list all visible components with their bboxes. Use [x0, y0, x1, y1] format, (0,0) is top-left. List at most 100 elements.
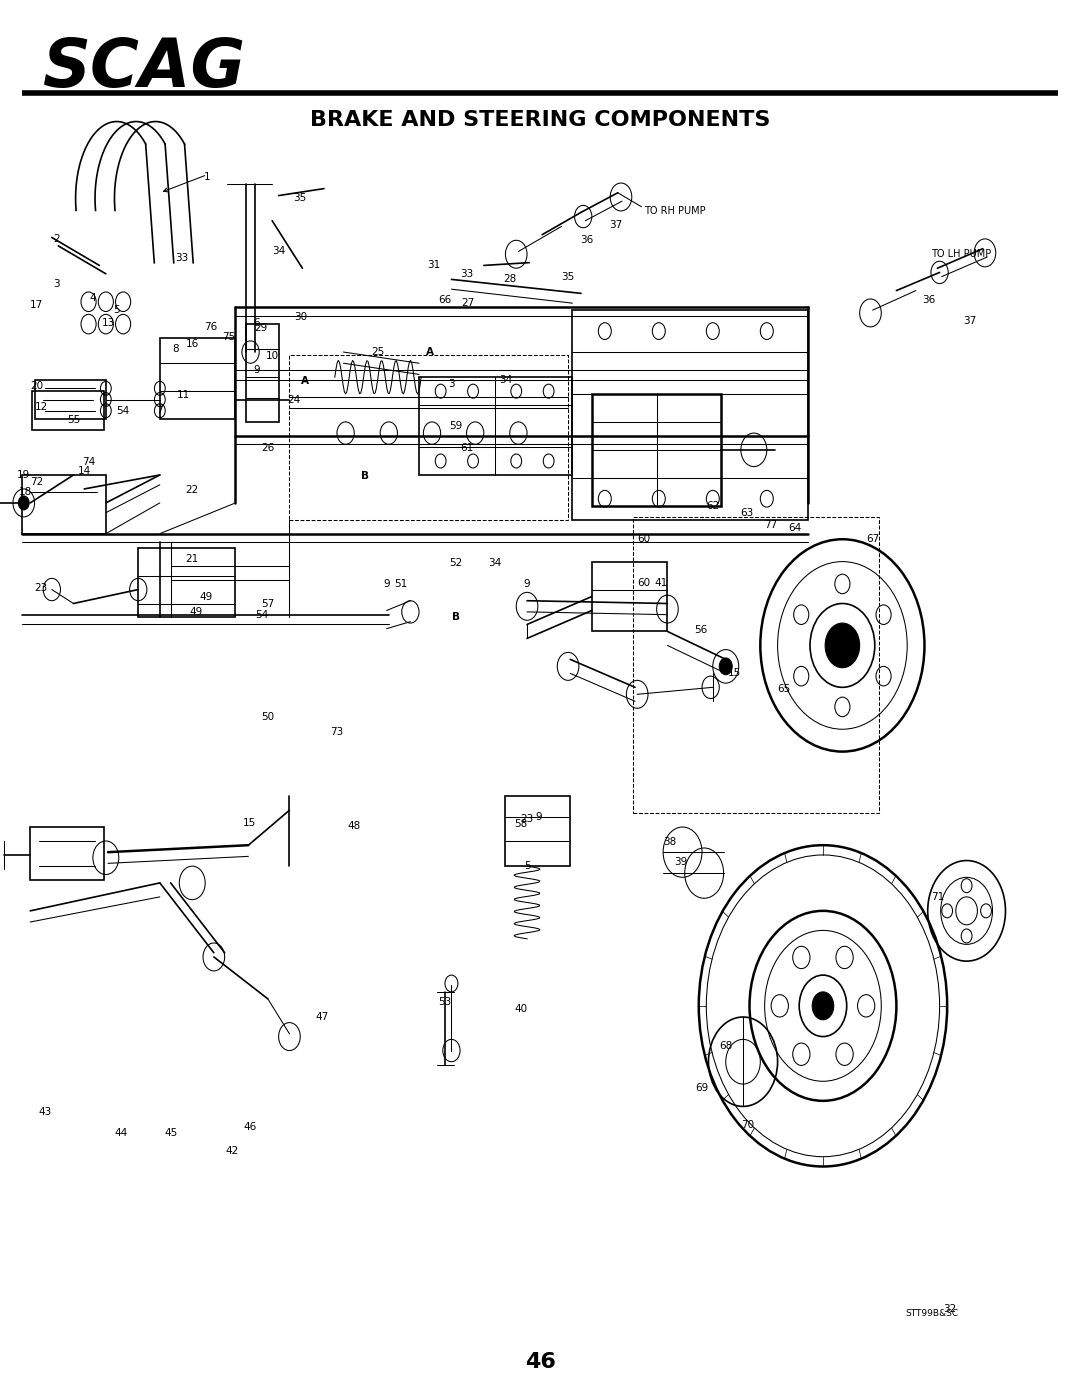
Text: 48: 48	[348, 820, 361, 831]
Text: 9: 9	[536, 812, 542, 823]
Text: 40: 40	[514, 1003, 527, 1014]
Text: 25: 25	[372, 346, 384, 358]
Text: 10: 10	[266, 351, 279, 362]
Text: 5: 5	[524, 861, 530, 872]
Text: 71: 71	[931, 891, 944, 902]
Text: 8: 8	[173, 344, 179, 355]
Text: 3: 3	[53, 278, 59, 289]
Text: 33: 33	[175, 253, 188, 264]
Text: 1: 1	[204, 172, 211, 183]
Text: 41: 41	[654, 577, 667, 588]
Text: 31: 31	[428, 260, 441, 271]
Text: 5: 5	[113, 305, 120, 316]
Text: TO LH PUMP: TO LH PUMP	[931, 249, 991, 260]
Text: 12: 12	[35, 401, 48, 412]
Text: 62: 62	[706, 500, 719, 511]
Text: 9: 9	[383, 578, 390, 590]
Text: 58: 58	[514, 819, 527, 830]
Text: 60: 60	[637, 577, 650, 588]
Circle shape	[719, 658, 732, 675]
Text: 34: 34	[488, 557, 501, 569]
Text: TO RH PUMP: TO RH PUMP	[644, 205, 705, 217]
Text: 64: 64	[788, 522, 801, 534]
Text: 2: 2	[53, 233, 59, 244]
Text: 46: 46	[525, 1352, 555, 1372]
Text: A: A	[426, 346, 434, 358]
Text: 55: 55	[67, 415, 80, 426]
Text: 23: 23	[521, 813, 534, 824]
Text: A: A	[300, 376, 309, 387]
Text: 49: 49	[200, 591, 213, 602]
Text: 9: 9	[524, 578, 530, 590]
Text: 44: 44	[114, 1127, 127, 1139]
Text: 43: 43	[39, 1106, 52, 1118]
Text: 13: 13	[102, 317, 114, 328]
Text: 26: 26	[261, 443, 274, 454]
Text: 38: 38	[663, 837, 676, 848]
Text: 66: 66	[438, 295, 451, 306]
Text: 6: 6	[254, 317, 260, 328]
Text: 24: 24	[287, 394, 300, 405]
Text: 67: 67	[866, 534, 879, 545]
Text: 28: 28	[503, 274, 516, 285]
Text: 34: 34	[499, 374, 512, 386]
Text: 61: 61	[460, 443, 473, 454]
Text: 36: 36	[580, 235, 593, 246]
Text: 59: 59	[449, 420, 462, 432]
Text: 22: 22	[186, 485, 199, 496]
Circle shape	[825, 623, 860, 668]
Text: 76: 76	[204, 321, 217, 332]
Text: 3: 3	[448, 379, 455, 390]
Text: 30: 30	[294, 312, 307, 323]
Text: 52: 52	[449, 557, 462, 569]
Text: 65: 65	[778, 683, 791, 694]
Text: 49: 49	[190, 606, 203, 617]
Text: 60: 60	[637, 534, 650, 545]
Text: 68: 68	[719, 1041, 732, 1052]
Text: 17: 17	[30, 299, 43, 310]
Text: 9: 9	[254, 365, 260, 376]
Text: 73: 73	[330, 726, 343, 738]
Text: 21: 21	[186, 553, 199, 564]
Text: 35: 35	[294, 193, 307, 204]
Circle shape	[18, 496, 29, 510]
Text: 18: 18	[19, 486, 32, 497]
Circle shape	[812, 992, 834, 1020]
Text: 23: 23	[35, 583, 48, 594]
Text: 57: 57	[261, 598, 274, 609]
Text: 77: 77	[765, 520, 778, 531]
Text: 37: 37	[963, 316, 976, 327]
Text: 4: 4	[90, 292, 96, 303]
Text: 42: 42	[226, 1146, 239, 1157]
Text: 75: 75	[222, 331, 235, 342]
Text: 20: 20	[30, 380, 43, 391]
Text: 7: 7	[157, 405, 163, 416]
Text: 36: 36	[922, 295, 935, 306]
Text: STT99B&SC: STT99B&SC	[905, 1309, 958, 1319]
Text: 51: 51	[394, 578, 407, 590]
Text: 69: 69	[696, 1083, 708, 1094]
Text: B: B	[361, 471, 369, 482]
Text: 19: 19	[17, 469, 30, 481]
Text: 11: 11	[177, 390, 190, 401]
Text: 47: 47	[315, 1011, 328, 1023]
Text: 53: 53	[438, 996, 451, 1007]
Text: 46: 46	[244, 1122, 257, 1133]
Text: BRAKE AND STEERING COMPONENTS: BRAKE AND STEERING COMPONENTS	[310, 110, 770, 130]
Text: 32: 32	[943, 1303, 956, 1315]
Text: 34: 34	[272, 246, 285, 257]
Text: 29: 29	[255, 323, 268, 334]
Text: 15: 15	[728, 668, 741, 679]
Text: 39: 39	[674, 856, 687, 868]
Text: B: B	[451, 612, 460, 623]
Text: 54: 54	[255, 609, 268, 620]
Text: 16: 16	[186, 338, 199, 349]
Text: 70: 70	[741, 1119, 754, 1130]
Bar	[289, 355, 568, 520]
Bar	[633, 517, 879, 813]
Text: 56: 56	[694, 624, 707, 636]
Text: 35: 35	[562, 271, 575, 282]
Text: 37: 37	[609, 219, 622, 231]
Text: SCAG: SCAG	[43, 35, 246, 101]
Text: 50: 50	[261, 711, 274, 722]
